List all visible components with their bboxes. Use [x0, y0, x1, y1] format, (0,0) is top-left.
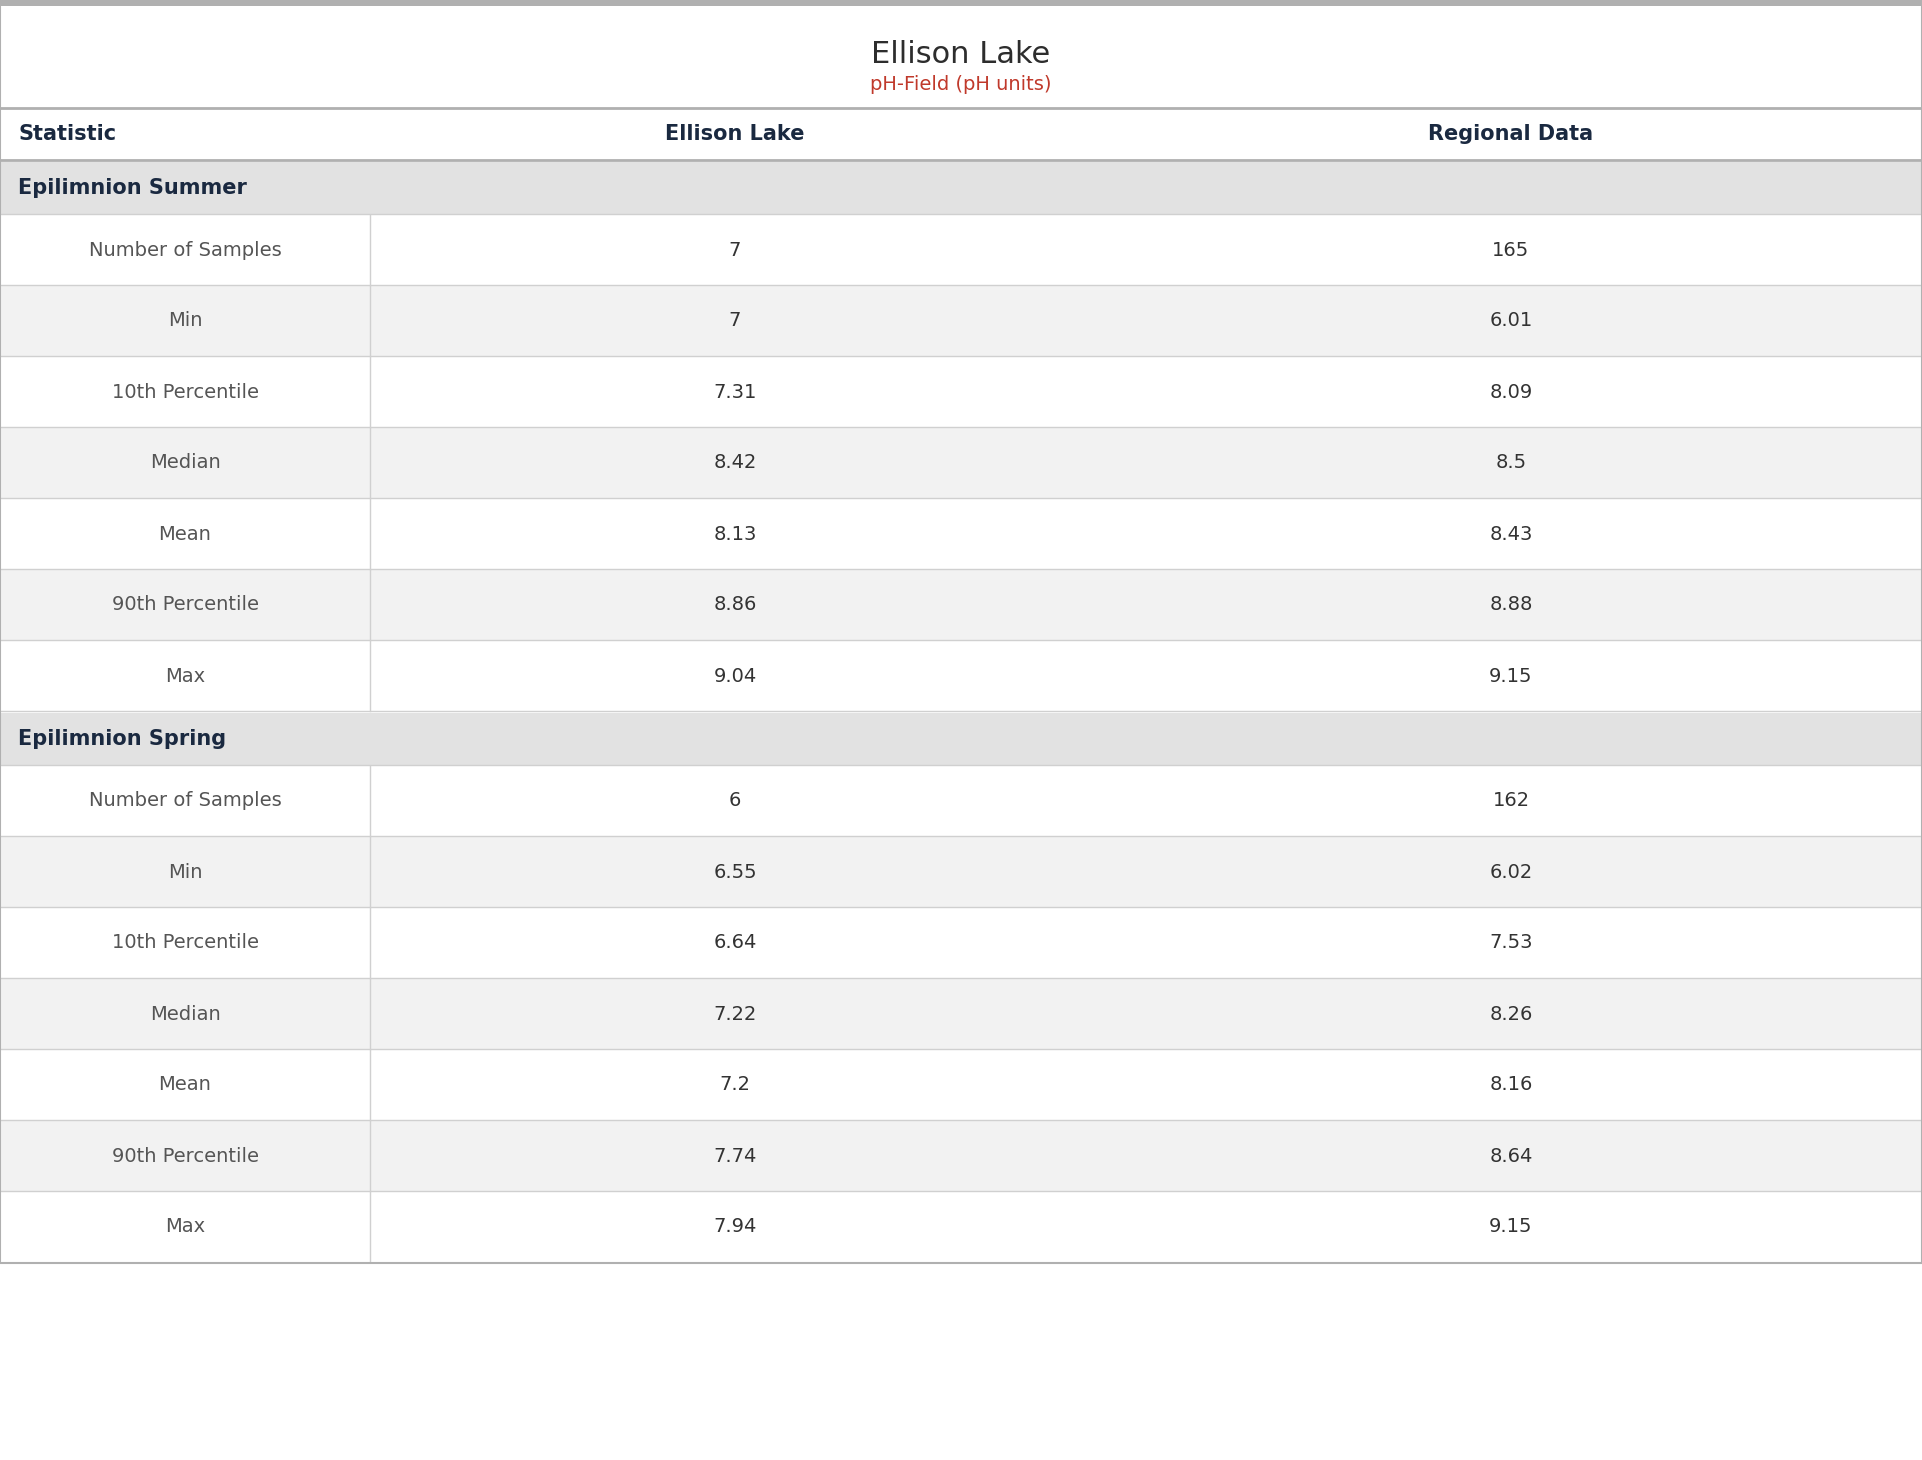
- Bar: [0, 569, 1922, 639]
- Text: Mean: Mean: [158, 524, 211, 543]
- Text: 8.88: 8.88: [1490, 596, 1532, 615]
- Bar: [0, 162, 1922, 215]
- Bar: [0, 499, 1922, 569]
- Text: 90th Percentile: 90th Percentile: [111, 596, 258, 615]
- Text: 90th Percentile: 90th Percentile: [111, 1146, 258, 1165]
- Text: Median: Median: [150, 454, 221, 473]
- Text: 7.94: 7.94: [713, 1218, 757, 1237]
- Bar: [0, 641, 1922, 711]
- Text: 8.5: 8.5: [1495, 454, 1526, 473]
- Text: Min: Min: [167, 863, 202, 882]
- Text: 7.74: 7.74: [713, 1146, 757, 1165]
- Text: 8.86: 8.86: [713, 596, 757, 615]
- Bar: [0, 1191, 1922, 1261]
- Text: Epilimnion Spring: Epilimnion Spring: [17, 729, 227, 749]
- Text: Number of Samples: Number of Samples: [88, 241, 281, 260]
- Text: 7.22: 7.22: [713, 1004, 757, 1023]
- Text: 162: 162: [1493, 791, 1530, 810]
- Text: 9.15: 9.15: [1490, 667, 1532, 686]
- Bar: [0, 0, 1922, 6]
- Text: 7: 7: [728, 311, 742, 330]
- Text: 7.53: 7.53: [1490, 933, 1532, 952]
- Text: Number of Samples: Number of Samples: [88, 791, 281, 810]
- Bar: [0, 358, 1922, 426]
- Text: Statistic: Statistic: [17, 124, 115, 145]
- Text: 8.09: 8.09: [1490, 383, 1532, 402]
- Text: Median: Median: [150, 1004, 221, 1023]
- Text: 6.01: 6.01: [1490, 311, 1532, 330]
- Text: Epilimnion Summer: Epilimnion Summer: [17, 178, 246, 199]
- Text: 8.64: 8.64: [1490, 1146, 1532, 1165]
- Bar: [0, 286, 1922, 356]
- Text: 6.02: 6.02: [1490, 863, 1532, 882]
- Text: Ellison Lake: Ellison Lake: [665, 124, 805, 145]
- Bar: [0, 215, 1922, 285]
- Text: 7.2: 7.2: [719, 1076, 750, 1095]
- Bar: [0, 766, 1922, 837]
- Text: Max: Max: [165, 1218, 206, 1237]
- Text: 8.43: 8.43: [1490, 524, 1532, 543]
- Bar: [0, 712, 1922, 765]
- Text: 8.16: 8.16: [1490, 1076, 1532, 1095]
- Bar: [0, 0, 1922, 1263]
- Text: pH-Field (pH units): pH-Field (pH units): [871, 74, 1051, 93]
- Text: Regional Data: Regional Data: [1428, 124, 1593, 145]
- Text: 9.15: 9.15: [1490, 1218, 1532, 1237]
- Text: 8.13: 8.13: [713, 524, 757, 543]
- Text: 10th Percentile: 10th Percentile: [111, 933, 258, 952]
- Bar: [0, 1121, 1922, 1191]
- Text: 165: 165: [1491, 241, 1530, 260]
- Text: 7.31: 7.31: [713, 383, 757, 402]
- Text: 6.64: 6.64: [713, 933, 757, 952]
- Text: 10th Percentile: 10th Percentile: [111, 383, 258, 402]
- Text: 9.04: 9.04: [713, 667, 757, 686]
- Text: 7: 7: [728, 241, 742, 260]
- Text: Min: Min: [167, 311, 202, 330]
- Text: 6: 6: [728, 791, 742, 810]
- Bar: [0, 837, 1922, 907]
- Text: 8.26: 8.26: [1490, 1004, 1532, 1023]
- Text: Mean: Mean: [158, 1076, 211, 1095]
- Text: 6.55: 6.55: [713, 863, 757, 882]
- Bar: [0, 1050, 1922, 1120]
- Text: 8.42: 8.42: [713, 454, 757, 473]
- Text: Max: Max: [165, 667, 206, 686]
- Text: Ellison Lake: Ellison Lake: [871, 39, 1051, 69]
- Bar: [0, 908, 1922, 978]
- Bar: [0, 428, 1922, 498]
- Bar: [0, 980, 1922, 1048]
